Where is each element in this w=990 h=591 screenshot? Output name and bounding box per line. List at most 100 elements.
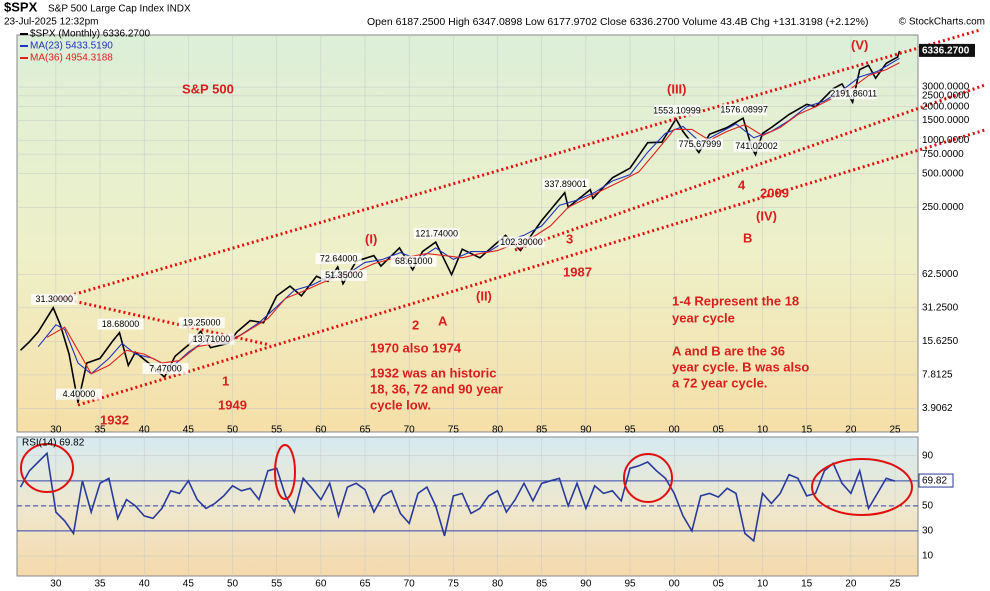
x-tick-label: 25 <box>889 579 901 590</box>
value-label-box <box>31 293 78 305</box>
x-tick-label: 45 <box>183 579 195 590</box>
annotation: 3 <box>566 231 573 246</box>
y-tick-label: 90 <box>922 450 934 461</box>
y-tick-label: 7.8125 <box>922 370 953 381</box>
y-tick-label: 30 <box>922 526 934 537</box>
y-tick-label: 62.5000 <box>922 269 959 280</box>
annotation: 1932 <box>100 412 129 427</box>
x-tick-label: 05 <box>713 425 725 436</box>
x-tick-label: 85 <box>536 425 548 436</box>
x-tick-label: 10 <box>757 425 769 436</box>
last-value-box <box>918 473 954 488</box>
value-label-box <box>188 333 235 345</box>
value-label: 13.71000 <box>193 334 231 344</box>
annotation: 18, 36, 72 and 90 year <box>370 381 503 396</box>
y-tick-label: 2000.0000 <box>922 101 970 112</box>
x-tick-label: 70 <box>404 425 416 436</box>
x-tick-label: 90 <box>580 579 592 590</box>
x-tick-label: 65 <box>359 425 371 436</box>
y-tick-label: 1000.0000 <box>922 135 970 146</box>
value-label-box <box>676 138 723 150</box>
x-tick-label: 95 <box>624 425 636 436</box>
legend-label: $SPX (Monthly) 6336.2700 <box>30 29 151 40</box>
value-label-box <box>542 178 589 190</box>
annotation: 1949 <box>218 397 247 412</box>
y-tick-label: 1500.0000 <box>922 115 970 126</box>
x-tick-label: 00 <box>669 579 681 590</box>
value-label-box <box>55 388 102 400</box>
annotation: a 72 year cycle. <box>672 375 767 390</box>
value-label: 121.74000 <box>415 228 458 238</box>
symbol: $SPX <box>4 0 38 14</box>
value-label-box <box>413 228 460 240</box>
annotation: 1970 also 1974 <box>370 340 462 355</box>
value-label: 68.61000 <box>395 256 433 266</box>
y-tick-label: 500.0000 <box>922 168 964 179</box>
last-value-label: 69.82 <box>922 476 947 487</box>
value-label: 72.64000 <box>320 253 358 263</box>
value-label: 18.68000 <box>102 319 140 329</box>
series-line <box>46 62 900 375</box>
annotation: A and B are the 36 <box>672 343 785 358</box>
x-tick-label: 60 <box>315 579 327 590</box>
x-tick-label: 50 <box>227 579 239 590</box>
x-tick-label: 25 <box>889 425 901 436</box>
x-tick-label: 90 <box>580 425 592 436</box>
x-tick-label: 20 <box>845 425 857 436</box>
x-tick-label: 50 <box>227 425 239 436</box>
x-tick-label: 70 <box>404 579 416 590</box>
last-value-label: 6336.2700 <box>922 46 970 57</box>
value-label: 775.67999 <box>679 139 722 149</box>
value-label-box <box>142 363 189 375</box>
annotation: (I) <box>365 231 377 246</box>
x-tick-label: 65 <box>359 579 371 590</box>
x-tick-label: 35 <box>94 425 106 436</box>
value-label: 7.47000 <box>149 363 182 373</box>
x-tick-label: 45 <box>183 425 195 436</box>
x-tick-label: 40 <box>139 425 151 436</box>
value-label-box <box>320 269 367 281</box>
x-tick-label: 80 <box>492 425 504 436</box>
value-label: 1553.10999 <box>653 105 701 115</box>
y-tick-label: 250.0000 <box>922 202 964 213</box>
highlight-ellipse <box>274 444 296 500</box>
y-tick-label: 3000.0000 <box>922 82 970 93</box>
highlight-ellipse <box>811 458 913 516</box>
x-tick-label: 55 <box>271 425 283 436</box>
x-tick-label: 40 <box>139 579 151 590</box>
x-tick-label: 85 <box>536 579 548 590</box>
annotation: cycle low. <box>370 397 431 412</box>
x-tick-label: 15 <box>801 425 813 436</box>
value-label: 741.02002 <box>735 141 778 151</box>
value-label-box <box>830 88 877 100</box>
value-label-box <box>721 104 768 116</box>
x-tick-label: 75 <box>448 425 460 436</box>
highlight-ellipse <box>20 443 74 493</box>
value-label: 51.35000 <box>325 270 363 280</box>
y-tick-label: 2500.0000 <box>922 91 970 102</box>
symbol-name: S&P 500 Large Cap Index INDX <box>48 4 191 15</box>
annotation: year cycle. B was also <box>672 359 809 374</box>
value-label-box <box>390 255 437 267</box>
x-tick-label: 80 <box>492 579 504 590</box>
value-label: 4.40000 <box>63 389 96 399</box>
last-value-box <box>919 43 975 57</box>
x-tick-label: 35 <box>94 579 106 590</box>
annotation: 2009 <box>760 185 789 200</box>
highlight-ellipse <box>623 453 673 503</box>
x-tick-label: 10 <box>757 579 769 590</box>
annotation: (II) <box>476 288 492 303</box>
legend-label: MA(23) 5433.5190 <box>30 41 113 52</box>
x-tick-label: 30 <box>50 579 62 590</box>
annotation: B <box>743 230 752 245</box>
value-label-box <box>97 318 144 330</box>
value-label: 19.25000 <box>183 318 221 328</box>
value-label: 2191.86011 <box>830 89 877 99</box>
series-line <box>19 451 896 543</box>
panel-title: RSI(14) 69.82 <box>22 438 85 449</box>
annotation: 1 <box>222 373 229 388</box>
x-tick-label: 60 <box>315 425 327 436</box>
value-label-box <box>733 140 780 152</box>
annotation: 1987 <box>563 264 592 279</box>
value-label-box <box>315 253 362 265</box>
